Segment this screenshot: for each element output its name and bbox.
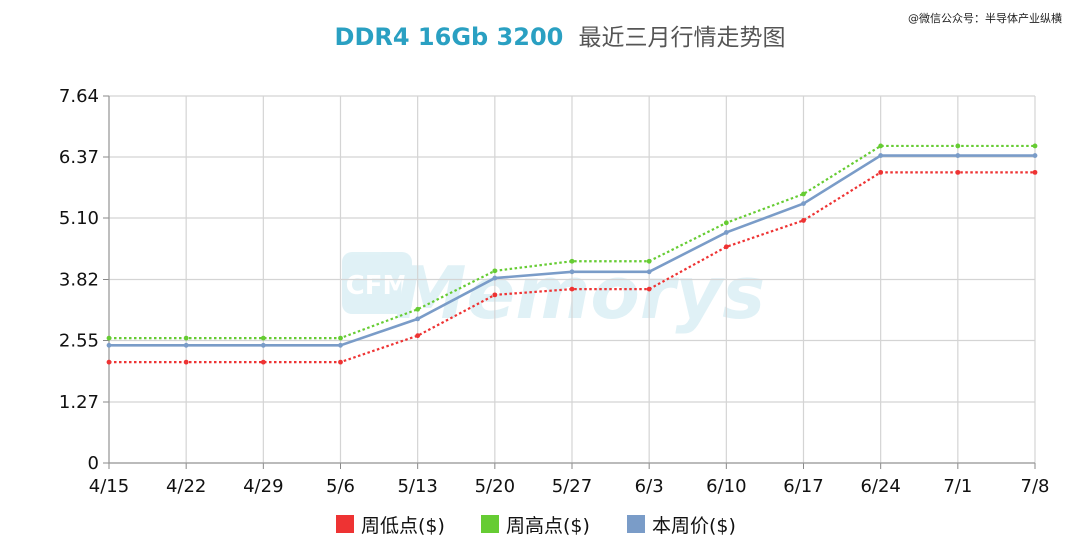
y-tick-label: 0: [88, 453, 99, 474]
data-point-price: [1032, 153, 1038, 158]
y-tick-label: 7.64: [59, 86, 99, 107]
data-point-high: [569, 258, 575, 264]
data-point-high: [260, 335, 266, 341]
data-point-low: [183, 359, 189, 365]
y-tick-label: 1.27: [59, 392, 99, 413]
data-point-price: [415, 316, 421, 322]
data-point-low: [569, 286, 575, 292]
data-point-high: [338, 335, 343, 341]
data-point-high: [878, 143, 884, 149]
x-tick-label: 4/22: [166, 476, 206, 497]
data-point-low: [492, 292, 498, 298]
x-tick-label: 6/17: [783, 476, 823, 497]
data-point-price: [183, 342, 189, 348]
watermark-text: @微信公众号：半导体产业纵横: [908, 11, 1062, 25]
data-point-high: [183, 335, 189, 341]
data-point-low: [260, 359, 266, 365]
x-tick-label: 4/29: [243, 476, 283, 497]
data-point-low: [723, 244, 729, 250]
cfm-logo-watermark: CFM Memorys: [342, 251, 765, 335]
data-point-high: [492, 268, 498, 274]
y-tick-label: 5.10: [59, 208, 99, 229]
data-point-price: [492, 275, 498, 281]
x-tick-label: 5/20: [475, 476, 515, 497]
legend-label-low: 周低点($): [361, 515, 445, 537]
data-point-high: [106, 335, 112, 341]
legend-swatch-low: [336, 515, 354, 533]
data-point-high: [646, 258, 652, 264]
data-point-price: [338, 342, 343, 348]
y-tick-label: 2.55: [59, 331, 99, 352]
data-point-high: [1032, 143, 1038, 149]
x-tick-label: 6/3: [635, 476, 664, 497]
data-point-low: [646, 286, 652, 292]
series-layer: [106, 143, 1038, 365]
y-tick-label: 3.82: [59, 270, 99, 291]
x-tick-label: 6/24: [860, 476, 900, 497]
data-point-high: [801, 191, 806, 197]
chart-title-accent: DDR4 16Gb 3200: [335, 23, 564, 51]
data-point-low: [955, 169, 961, 175]
axis-layer: 0 1.27 2.55 3.82 5.10 6.37 7.64 4/15 4/22 4/29 5/6…: [59, 86, 1050, 497]
x-tick-label: 7/1: [943, 476, 972, 497]
y-tick-label: 6.37: [59, 147, 99, 168]
data-point-price: [878, 153, 884, 158]
data-point-high: [415, 306, 421, 312]
data-point-low: [415, 333, 421, 339]
data-point-low: [106, 359, 112, 365]
data-point-price: [801, 201, 806, 207]
data-point-price: [646, 269, 652, 275]
x-tick-label: 5/13: [397, 476, 437, 497]
cfm-logo-letters: CFM: [346, 271, 409, 301]
chart-title: DDR4 16Gb 3200 最近三月行情走势图: [335, 23, 786, 51]
data-point-price: [106, 342, 112, 348]
legend-label-price: 本周价($): [652, 515, 736, 537]
chart-title-rest: 最近三月行情走势图: [578, 25, 785, 51]
x-tick-label: 5/6: [326, 476, 355, 497]
data-point-price: [260, 342, 266, 348]
legend-swatch-high: [481, 515, 499, 533]
data-point-high: [955, 143, 961, 149]
grid-layer: [108, 95, 1036, 464]
data-point-price: [569, 269, 575, 275]
x-tick-label: 5/27: [552, 476, 592, 497]
data-point-low: [1032, 169, 1038, 175]
legend-label-high: 周高点($): [506, 515, 590, 537]
legend: 周低点($) 周高点($) 本周价($): [336, 515, 736, 537]
data-point-low: [878, 169, 884, 175]
data-point-low: [338, 359, 343, 365]
data-point-low: [801, 218, 806, 223]
x-tick-label: 6/10: [706, 476, 746, 497]
x-tick-label: 7/8: [1021, 476, 1050, 497]
cfm-logo-box: [342, 252, 412, 314]
cfm-logo-wordmark: Memorys: [395, 251, 765, 335]
legend-swatch-price: [627, 515, 645, 533]
data-point-price: [955, 153, 961, 158]
x-tick-label: 4/15: [89, 476, 129, 497]
data-point-high: [723, 220, 729, 226]
data-point-price: [723, 230, 729, 235]
